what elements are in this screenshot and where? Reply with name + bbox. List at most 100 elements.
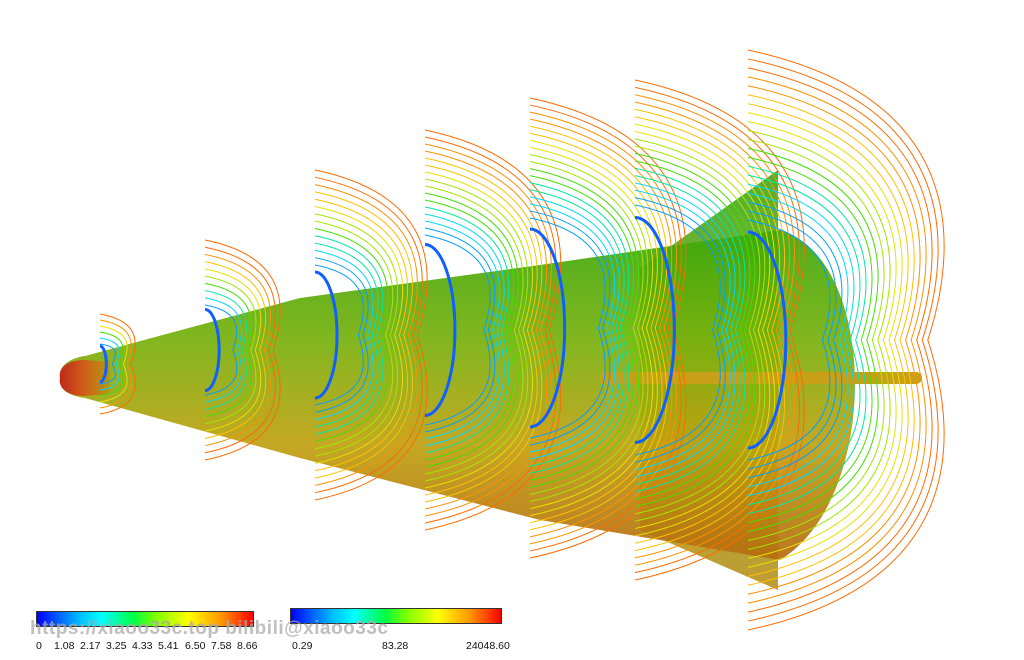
- contour-line: [634, 182, 736, 478]
- vehicle-body: [59, 230, 856, 560]
- contour-line: [747, 76, 927, 604]
- contour-line: [747, 58, 939, 622]
- contour-line: [204, 275, 257, 425]
- legend1-tick: 0: [36, 640, 42, 652]
- slice-boundary: [204, 308, 221, 392]
- contour-line: [529, 146, 654, 510]
- slice-boundary: [634, 216, 676, 444]
- nose-tip: [59, 360, 110, 396]
- contour-line: [424, 150, 547, 510]
- contour-line: [747, 67, 933, 613]
- contour-line: [424, 143, 552, 517]
- contour-line: [747, 121, 897, 559]
- contour-line: [529, 189, 625, 467]
- legend2-tick: 83.28: [382, 640, 409, 652]
- contour-line: [99, 337, 120, 391]
- slice-boundary: [99, 344, 108, 384]
- contour-line: [747, 94, 915, 586]
- contour-line: [529, 196, 620, 460]
- contour-line: [424, 136, 557, 524]
- contour-line: [747, 103, 909, 577]
- contour-line: [99, 343, 116, 385]
- contour-line: [529, 161, 644, 495]
- contour-line: [529, 125, 668, 531]
- legend1-colorbar: [36, 611, 254, 627]
- contour-line: [424, 157, 543, 503]
- legend1-tick: 1.08: [54, 640, 75, 652]
- contour-line: [424, 220, 501, 440]
- contour-line: [747, 49, 945, 631]
- legend2-colorbar: [290, 608, 502, 624]
- contour-line: [99, 325, 128, 403]
- contour-line: [314, 169, 428, 501]
- contour-line: [424, 199, 515, 461]
- contour-line: [424, 206, 510, 454]
- contour-line: [424, 213, 505, 447]
- contour-line: [634, 116, 781, 544]
- contour-line: [424, 234, 491, 426]
- contour-line: [99, 319, 132, 409]
- contour-line: [314, 213, 399, 457]
- contour-line: [529, 139, 658, 517]
- legend1-tick: 5.41: [158, 640, 179, 652]
- contour-line: [634, 189, 731, 471]
- contour-line: [314, 176, 423, 494]
- contour-line: [424, 178, 529, 482]
- contour-line: [314, 227, 389, 443]
- contour-line: [529, 97, 687, 559]
- contour-line: [634, 79, 805, 581]
- contour-line: [747, 219, 831, 461]
- contour-line: [634, 175, 741, 485]
- contour-line: [747, 210, 837, 470]
- contour-line: [314, 206, 404, 464]
- legend2-tick: 24048.60: [466, 640, 510, 652]
- contour-line: [204, 246, 276, 454]
- contour-line: [529, 203, 616, 453]
- contour-line: [634, 101, 790, 559]
- slice-boundary: [424, 243, 457, 417]
- contour-line: [529, 217, 606, 439]
- contour-line: [529, 175, 635, 481]
- contour-line: [424, 171, 533, 489]
- contour-line: [634, 153, 756, 507]
- slice-boundary: [747, 230, 788, 450]
- contour-line: [747, 192, 849, 488]
- contour-line: [424, 227, 496, 433]
- legend1-tick: 3.25: [106, 640, 127, 652]
- contour-line: [529, 168, 639, 488]
- contour-line: [634, 197, 726, 463]
- contour-line: [747, 156, 873, 524]
- contour-line: [529, 111, 677, 545]
- watermark: https://xiaoo33c.top bilibili@xiaoo33c: [30, 618, 389, 639]
- contour-line: [634, 167, 746, 493]
- contour-line: [204, 253, 272, 447]
- contour-line: [529, 153, 649, 503]
- contour-line: [314, 257, 369, 413]
- contour-line: [634, 130, 771, 530]
- contour-line: [747, 183, 855, 497]
- legend1-tick: 8.66: [237, 640, 258, 652]
- contour-line: [204, 282, 252, 418]
- contour-line: [747, 165, 867, 515]
- contour-line: [99, 331, 124, 397]
- contour-line: [424, 185, 524, 475]
- contour-line: [204, 268, 262, 432]
- contour-line: [204, 261, 267, 439]
- contour-line: [634, 160, 751, 500]
- contour-line: [314, 184, 418, 486]
- contour-line: [747, 112, 903, 568]
- contour-line: [314, 249, 374, 421]
- contour-line: [204, 290, 247, 410]
- contour-line: [529, 132, 663, 524]
- contour-line: [634, 108, 785, 552]
- contour-line: [204, 239, 281, 461]
- contour-line: [424, 192, 519, 468]
- contour-line: [529, 118, 673, 538]
- contour-line: [424, 164, 538, 496]
- contour-line: [529, 182, 630, 474]
- contour-line: [634, 204, 721, 456]
- contour-line: [747, 174, 861, 506]
- contour-slices: [99, 49, 945, 631]
- contour-line: [314, 220, 394, 450]
